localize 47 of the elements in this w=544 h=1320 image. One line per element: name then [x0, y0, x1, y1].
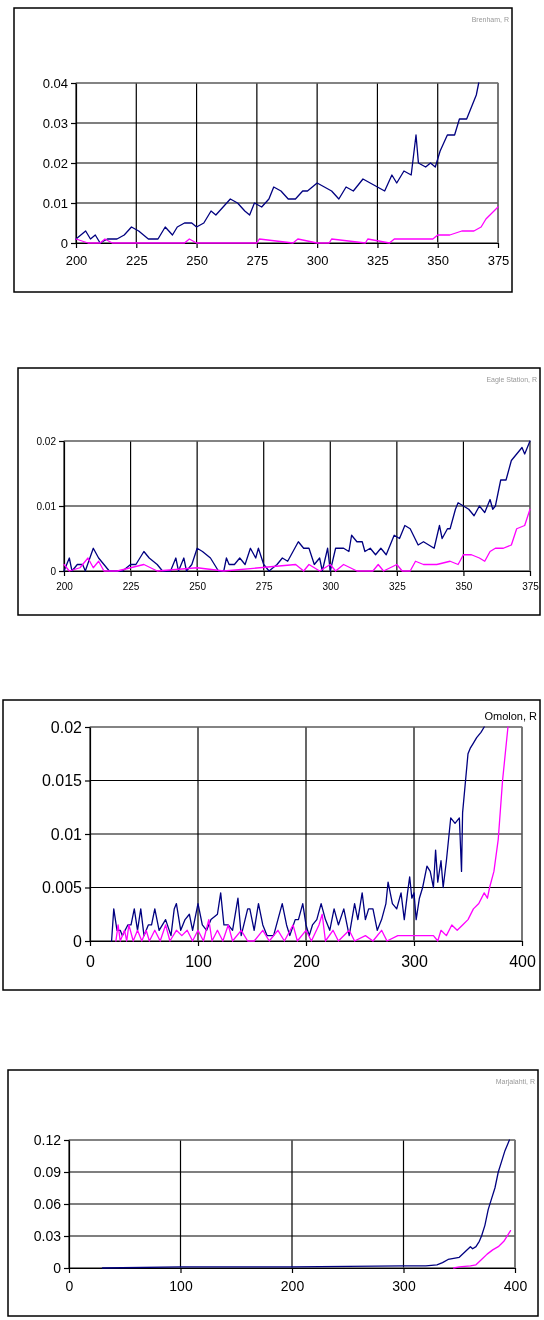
x-tick-label: 225	[125, 253, 148, 269]
y-tick-label: 0	[50, 565, 57, 577]
x-tick-label: 300	[392, 1278, 416, 1295]
x-tick-label: 200	[280, 1278, 305, 1295]
y-tick-label: 0.09	[33, 1163, 62, 1180]
x-tick-label: 400	[509, 952, 536, 970]
x-tick-label: 275	[255, 581, 273, 592]
chart-title: Omolon, R	[484, 710, 538, 722]
y-tick-label: 0.02	[50, 718, 83, 736]
x-tick-label: 350	[427, 253, 450, 269]
line-series	[75, 82, 480, 244]
x-tick-label: 350	[455, 581, 473, 592]
y-tick-label: 0	[53, 1259, 62, 1276]
x-tick-label: 325	[389, 581, 407, 592]
x-tick-label: 400	[503, 1278, 528, 1295]
x-tick-label: 300	[322, 581, 340, 592]
y-tick-label: 0.03	[42, 115, 68, 131]
y-tick-label: 0.02	[42, 155, 68, 171]
x-tick-label: 250	[189, 581, 207, 592]
x-tick-label: 375	[522, 581, 540, 592]
y-tick-label: 0.04	[42, 75, 68, 91]
y-tick-label: 0.12	[33, 1131, 62, 1148]
y-tick-label: 0.02	[36, 435, 57, 447]
x-tick-label: 325	[367, 253, 389, 269]
y-tick-label: 0	[60, 235, 68, 251]
y-tick-label: 0.015	[41, 772, 83, 790]
x-tick-label: 100	[185, 952, 212, 970]
x-tick-label: 225	[122, 581, 140, 592]
x-tick-label: 200	[293, 952, 320, 970]
x-tick-label: 100	[169, 1278, 193, 1295]
y-tick-label: 0.01	[42, 195, 68, 211]
x-tick-label: 300	[306, 253, 329, 269]
y-tick-label: 0.005	[41, 879, 83, 897]
x-tick-label: 250	[186, 253, 208, 269]
x-tick-label: 275	[246, 253, 269, 269]
x-tick-label: 200	[56, 581, 74, 592]
x-tick-label: 200	[65, 253, 88, 269]
line-series	[453, 1230, 512, 1269]
y-tick-label: 0.01	[50, 825, 83, 843]
y-tick-label: 0.06	[33, 1195, 62, 1212]
x-tick-label: 375	[487, 253, 510, 269]
x-tick-label: 300	[401, 952, 428, 970]
y-tick-label: 0	[73, 932, 83, 950]
y-tick-label: 0.01	[36, 500, 57, 512]
x-tick-label: 0	[86, 952, 96, 970]
line-series	[101, 1139, 511, 1269]
y-tick-label: 0.03	[33, 1227, 62, 1244]
